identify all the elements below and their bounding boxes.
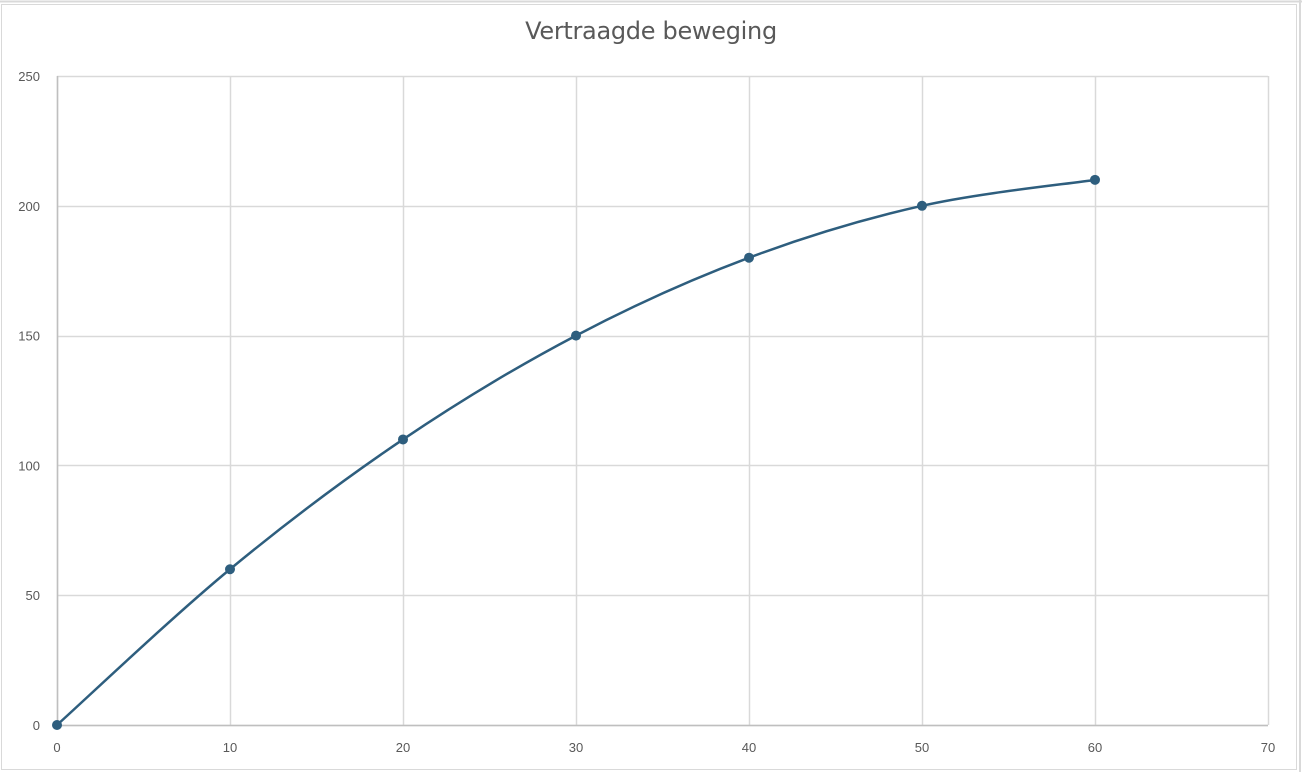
x-tick-label: 10 [223, 740, 237, 755]
y-tick-label: 250 [18, 69, 40, 84]
x-tick-label: 50 [915, 740, 929, 755]
data-point[interactable] [744, 252, 754, 263]
data-point[interactable] [1090, 174, 1100, 185]
axis-tick-labels: 0 10 20 30 40 50 60 70 0 50 100 150 200 250 [18, 69, 1275, 755]
y-tick-label: 50 [26, 588, 40, 603]
chart-container[interactable] [1, 4, 1297, 770]
x-tick-label: 60 [1088, 740, 1102, 755]
data-markers [52, 174, 1100, 730]
y-tick-label: 150 [18, 329, 40, 344]
y-tick-label: 0 [33, 718, 40, 733]
x-tick-label: 70 [1261, 740, 1275, 755]
data-point[interactable] [917, 200, 927, 211]
y-tick-label: 200 [18, 199, 40, 214]
data-point[interactable] [571, 330, 581, 341]
data-point[interactable] [225, 564, 235, 575]
chart-title: Vertraagde beweging [525, 17, 777, 45]
x-tick-label: 0 [53, 740, 60, 755]
x-tick-label: 20 [396, 740, 410, 755]
data-point[interactable] [52, 720, 62, 730]
x-tick-label: 30 [569, 740, 583, 755]
data-point[interactable] [398, 434, 408, 445]
x-tick-label: 40 [742, 740, 756, 755]
gridlines [56, 75, 1270, 727]
y-tick-label: 100 [18, 458, 40, 473]
